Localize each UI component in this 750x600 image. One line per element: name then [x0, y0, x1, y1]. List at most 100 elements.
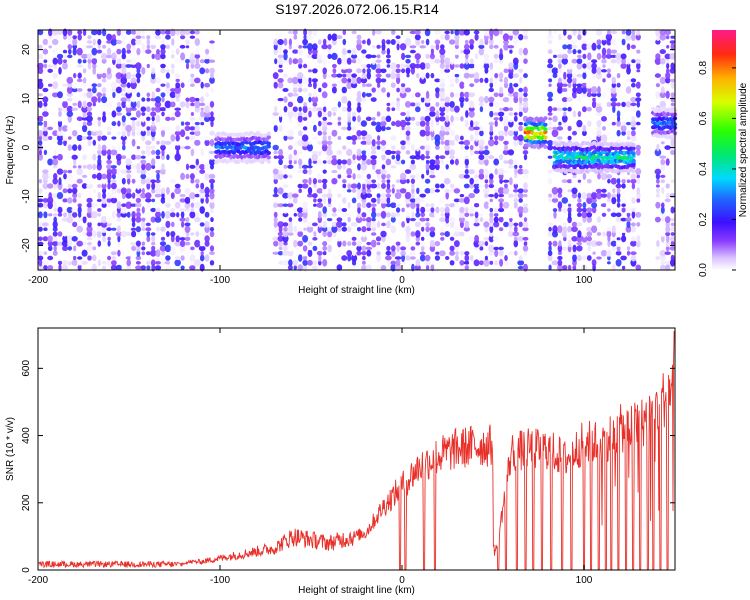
spectrogram-cell [292, 259, 299, 266]
spectrogram-cell [101, 144, 107, 151]
spectrogram-cell [473, 144, 480, 151]
spectrogram-cell [571, 39, 578, 45]
spectrogram-cell [351, 111, 357, 117]
spectrogram-cell [518, 34, 524, 41]
spectrogram-cell [443, 57, 451, 65]
spectrogram-cell [102, 265, 106, 270]
spectrogram-cell [636, 178, 641, 185]
spectrogram-cell [140, 106, 147, 112]
spectrogram-cell [62, 198, 68, 203]
spectrogram-cell [101, 102, 108, 107]
spectrogram-cell [293, 225, 297, 233]
spectrogram-cell [434, 39, 441, 45]
spectrogram-cell [97, 96, 101, 103]
spectrogram-cell [493, 216, 499, 223]
spectrogram-cell [488, 202, 495, 208]
spectrogram-cell [92, 246, 97, 251]
spectrogram-cell [155, 58, 161, 64]
spectrogram-cell [86, 245, 93, 252]
spectrogram-cell [551, 67, 559, 75]
spectrogram-cell [53, 208, 57, 212]
spectrogram-cell [336, 35, 343, 40]
spectrogram-cell [151, 164, 156, 169]
spectrogram-cell [381, 153, 386, 161]
spectrogram-cell [551, 129, 559, 138]
spectrogram-cell [601, 69, 607, 73]
spectrogram-cell [365, 193, 373, 199]
spectrogram-cell [37, 198, 44, 203]
spectrogram-cell [572, 130, 577, 136]
spectrogram-cell [669, 168, 676, 175]
spectrogram-cell [185, 100, 190, 109]
spectrogram-cell [508, 211, 514, 219]
spectrogram-y-tick-label: 10 [21, 93, 32, 105]
spectrogram-cell [665, 90, 670, 99]
spectrogram-cell [665, 81, 671, 89]
spectrogram-cell [518, 121, 523, 126]
spectrogram-cell [62, 97, 68, 102]
spectrogram-cell [381, 173, 386, 180]
spectrogram-cell [517, 168, 524, 175]
spectrogram-cell [547, 144, 554, 151]
spectrogram-cell [52, 92, 59, 98]
spectrogram-cell [625, 217, 632, 223]
spectrogram-cell [288, 259, 293, 267]
spectrogram-cell [479, 125, 483, 132]
spectrogram-cell [445, 191, 450, 200]
spectrogram-cell [136, 100, 141, 109]
spectrogram-cell [311, 53, 319, 60]
spectrogram-cell [46, 164, 54, 170]
spectrogram-cell [518, 221, 523, 228]
spectrogram-cell [670, 138, 675, 147]
spectrogram-cell [399, 43, 407, 51]
spectrogram-cell [612, 188, 616, 194]
spectrogram-cell [434, 78, 441, 83]
spectrogram-cell [460, 49, 464, 54]
spectrogram-cell [434, 211, 441, 219]
spectrogram-cell [406, 135, 410, 141]
spectrogram-cell [670, 222, 675, 227]
spectrogram-cell [424, 260, 431, 266]
spectrogram-cell [489, 44, 494, 50]
spectrogram-cell [92, 188, 97, 193]
spectrogram-cell [396, 251, 401, 256]
spectrogram-cell [86, 211, 93, 218]
spectrogram-cell [72, 130, 78, 137]
spectrogram-cell [53, 201, 57, 209]
spectrogram-cell [175, 134, 180, 142]
spectrogram-cell [341, 53, 347, 60]
spectrogram-cell [440, 213, 445, 217]
spectrogram-cell [566, 179, 573, 184]
spectrogram-cell [449, 101, 455, 108]
spectrogram-cell [430, 207, 435, 213]
spectrogram-cell [151, 116, 155, 122]
spectrogram-cell [102, 231, 107, 237]
spectrogram-cell [341, 212, 347, 218]
spectrogram-cell [483, 58, 490, 64]
spectrogram-cell [190, 102, 195, 107]
spectrogram-cell [499, 258, 504, 267]
spectrogram-cell [620, 124, 627, 132]
spectrogram-cell [405, 116, 411, 122]
spectrogram-cell [478, 206, 485, 214]
spectrogram-cell [380, 197, 387, 204]
spectrogram-cell [455, 92, 459, 98]
spectrogram-cell [469, 67, 475, 75]
spectrogram-cell [498, 227, 504, 232]
spectrogram-cell [434, 158, 440, 166]
spectrogram-cell [62, 49, 68, 54]
spectrogram-cell [176, 212, 180, 218]
spectrogram-cell [401, 159, 406, 165]
spectrogram-cell [626, 67, 631, 75]
spectrogram-cell [154, 216, 162, 223]
spectrogram-cell [288, 220, 293, 228]
spectrogram-cell [556, 216, 563, 224]
spectrogram-cell [400, 140, 407, 146]
spectrogram-cell [420, 206, 426, 214]
spectrogram-cell [115, 63, 123, 69]
spectrogram-cell [61, 125, 69, 132]
spectrogram-cell [101, 255, 107, 261]
spectrogram-cell [370, 97, 377, 102]
spectrogram-cell [356, 39, 362, 45]
spectrogram-cell [414, 53, 421, 60]
